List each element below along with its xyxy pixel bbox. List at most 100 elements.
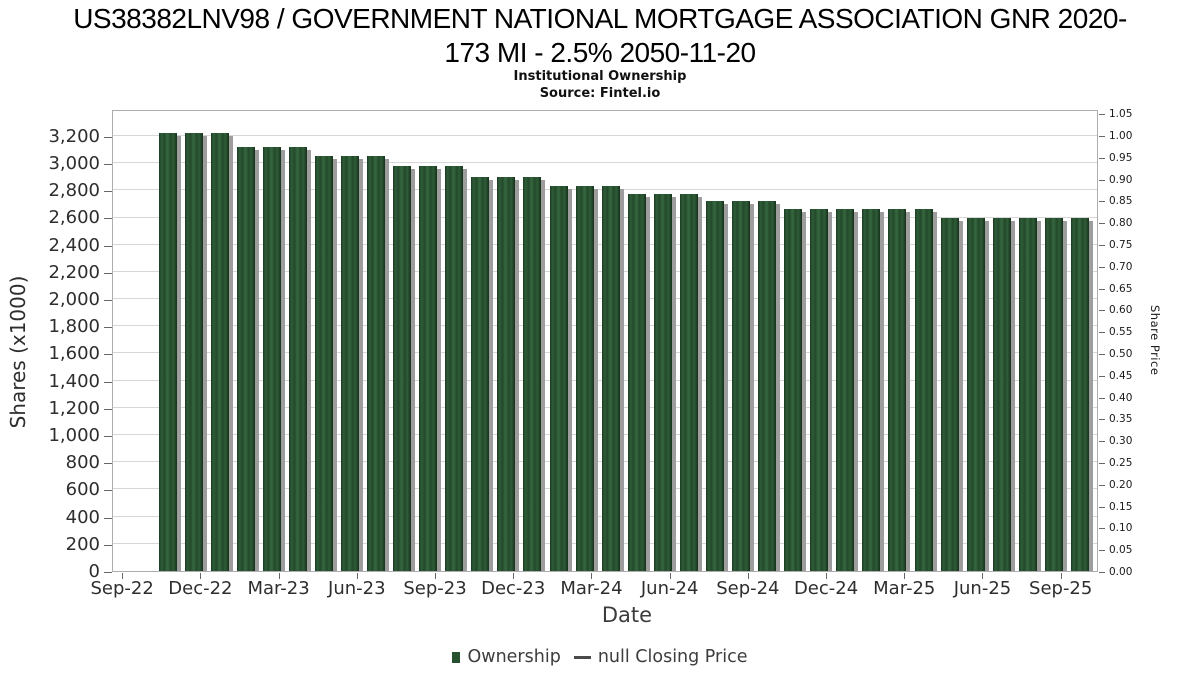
y-axis-tick-right <box>1099 201 1105 203</box>
ownership-bar-Mar-24 <box>601 186 620 571</box>
bar-shadow <box>906 212 911 571</box>
bar-shadow <box>723 204 728 571</box>
y-axis-tick-label-right: 0.05 <box>1109 544 1133 557</box>
ownership-bar-May-24 <box>653 193 672 571</box>
y-axis-tick-left <box>104 272 112 274</box>
x-axis-tick-label: Jun-24 <box>640 578 699 599</box>
bar-shadow <box>593 189 598 571</box>
y-axis-tick-right <box>1099 266 1105 268</box>
y-axis-tick-label-left: 1,600 <box>48 343 100 365</box>
bar-shadow <box>802 212 807 571</box>
bar-shadow <box>750 204 755 571</box>
y-axis-tick-label-right: 0.25 <box>1109 456 1133 469</box>
x-axis-tick <box>122 573 124 579</box>
y-axis-tick-label-left: 2,600 <box>48 207 100 229</box>
ownership-bar-Aug-25 <box>1044 217 1063 571</box>
y-axis-tick-label-left: 3,000 <box>48 153 100 175</box>
y-axis-tick-label-right: 0.40 <box>1109 391 1133 404</box>
x-axis-tick <box>591 573 593 579</box>
ownership-bar-Aug-23 <box>419 165 438 571</box>
y-axis-tick-right <box>1099 310 1105 312</box>
y-axis-tick-left <box>104 381 112 383</box>
y-axis-tick-left <box>104 136 112 138</box>
x-axis-tick <box>747 573 749 579</box>
y-axis-tick-label-right: 0.95 <box>1109 151 1133 164</box>
ownership-bar-marker-icon <box>452 651 461 663</box>
y-axis-tick-left <box>104 436 112 438</box>
ownership-bar-Nov-22 <box>184 132 203 571</box>
chart-title-line-1: US38382LNV98 / GOVERNMENT NATIONAL MORTG… <box>73 3 1127 34</box>
legend-price-label: null Closing Price <box>597 647 748 667</box>
x-axis-tick-label: Mar-24 <box>560 578 623 599</box>
ownership-bar-Sep-24 <box>758 201 777 571</box>
closing-price-line-marker-icon <box>573 655 591 659</box>
ownership-bar-Jun-25 <box>992 217 1011 571</box>
bar-shadow <box>776 204 781 571</box>
bar-shadow <box>202 135 207 571</box>
x-axis-tick <box>200 573 202 579</box>
ownership-bar-Sep-25 <box>1070 217 1089 571</box>
ownership-bar-Feb-25 <box>888 209 907 571</box>
bar-shadow <box>619 189 624 571</box>
bar-shadow <box>828 212 833 571</box>
ownership-bar-Jan-23 <box>236 146 255 571</box>
ownership-bar-May-25 <box>966 217 985 571</box>
bar-shadow <box>541 179 546 571</box>
ownership-bar-Jun-23 <box>367 156 386 571</box>
y-axis-tick-left <box>104 300 112 302</box>
legend-ownership-label: Ownership <box>467 647 561 667</box>
y-axis-tick-label-left: 2,400 <box>48 234 100 256</box>
y-axis-tick-right <box>1099 441 1105 443</box>
ownership-bar-Dec-22 <box>210 132 229 571</box>
y-axis-tick-label-right: 0.90 <box>1109 173 1133 186</box>
y-axis-tick-label-left: 200 <box>65 533 100 555</box>
ownership-bar-Aug-24 <box>732 201 751 571</box>
bar-shadow <box>958 220 963 571</box>
y-axis-tick-label-left: 2,000 <box>48 289 100 311</box>
ownership-bar-Jul-25 <box>1018 217 1037 571</box>
y-axis-tick-label-left: 400 <box>65 506 100 528</box>
bar-shadow <box>332 159 337 571</box>
y-axis-tick-left <box>104 191 112 193</box>
bar-shadow <box>176 135 181 571</box>
ownership-bar-May-23 <box>340 156 359 571</box>
y-axis-tick-label-left: 3,200 <box>48 125 100 147</box>
ownership-bar-Apr-24 <box>627 193 646 571</box>
bar-shadow <box>228 135 233 571</box>
chart-source: Source: Fintel.io <box>539 86 661 101</box>
y-axis-tick-right <box>1099 179 1105 181</box>
bar-shadow <box>254 149 259 571</box>
y-axis-tick-right <box>1099 223 1105 225</box>
ownership-bar-Oct-24 <box>784 209 803 571</box>
y-axis-tick-label-right: 0.75 <box>1109 238 1133 251</box>
y-axis-tick-left <box>104 408 112 410</box>
x-axis-tick <box>278 573 280 579</box>
y-axis-tick-label-left: 1,000 <box>48 425 100 447</box>
bar-shadow <box>671 196 676 571</box>
y-axis-tick-left <box>104 572 112 573</box>
bar-shadow <box>358 159 363 571</box>
y-axis-tick-right <box>1099 462 1105 464</box>
chart-title-line-2: 173 MI - 2.5% 2050-11-20 <box>444 37 756 68</box>
y-axis-tick-right <box>1099 506 1105 508</box>
ownership-bar-Nov-23 <box>497 176 516 571</box>
y-axis-tick-left <box>104 490 112 492</box>
bar-shadow <box>697 196 702 571</box>
y-axis-tick-right <box>1099 572 1105 573</box>
x-axis-tick-label: Sep-25 <box>1029 578 1093 599</box>
x-axis-tick-label: Dec-22 <box>168 578 233 599</box>
x-axis-tick-label: Mar-23 <box>247 578 310 599</box>
x-axis-tick <box>1060 573 1062 579</box>
y-axis-tick-right <box>1099 114 1105 116</box>
x-axis-tick-label: Jun-25 <box>953 578 1012 599</box>
y-axis-label-right: Share Price <box>1148 305 1162 376</box>
x-axis-tick <box>356 573 358 579</box>
bar-shadow <box>489 179 494 571</box>
bar-shadow <box>1036 220 1041 571</box>
y-axis-tick-label-left: 2,200 <box>48 261 100 283</box>
bar-shadow <box>880 212 885 571</box>
y-axis-tick-right <box>1099 332 1105 334</box>
ownership-bar-Jun-24 <box>679 193 698 571</box>
y-axis-tick-left <box>104 164 112 166</box>
